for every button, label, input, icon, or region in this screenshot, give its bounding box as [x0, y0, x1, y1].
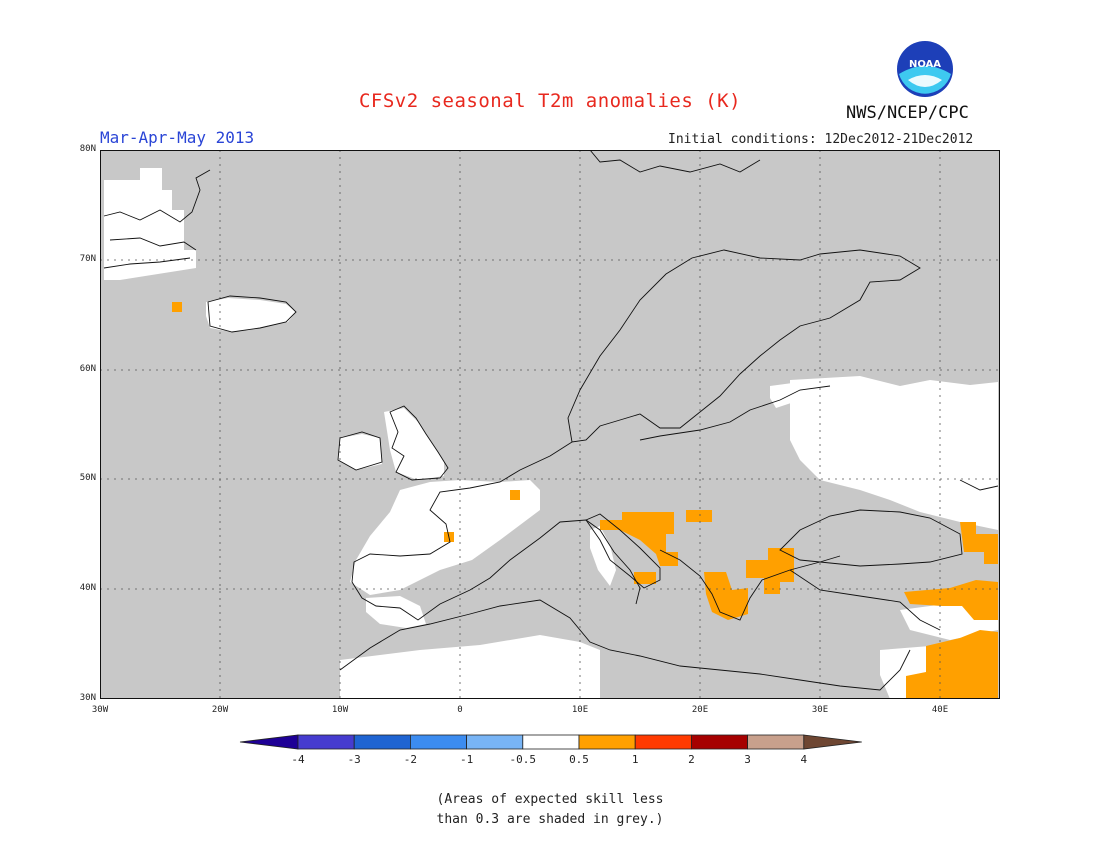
colorbar-tick-label: 3: [744, 753, 751, 766]
iceland-white: [206, 298, 296, 332]
greece-orange: [704, 572, 748, 620]
colorbar-tick-label: 4: [800, 753, 807, 766]
graticule: [100, 150, 1000, 699]
finland-east-white: [770, 382, 800, 408]
adriatic-orange: [634, 572, 656, 584]
noaa-logo: NOAA: [897, 41, 953, 97]
colorbar-tick-label: -4: [291, 753, 305, 766]
france-orange-1: [510, 490, 520, 500]
anomaly-map: [100, 150, 1000, 699]
season-label: Mar-Apr-May 2013: [100, 128, 255, 147]
colorbar-tick-label: 0.5: [569, 753, 589, 766]
lon-label-10e: 10E: [571, 705, 589, 715]
scandinavia-coast: [567, 249, 921, 443]
greenland-white: [104, 168, 196, 280]
colorbar-tick-label: -1: [460, 753, 473, 766]
iberia-south-white: [366, 596, 426, 628]
north-africa-white: [340, 635, 600, 699]
russia-white: [790, 376, 998, 530]
warm-anomaly-areas: [172, 302, 998, 699]
lon-label-40e: 40E: [931, 705, 949, 715]
britain-coast: [389, 405, 449, 481]
africa-coast: [339, 599, 911, 691]
italy-white: [590, 526, 616, 586]
arabia-orange: [906, 630, 998, 699]
logo-text: NOAA: [909, 59, 941, 70]
colorbar-tick-label: 1: [632, 753, 639, 766]
lat-label-60n: 60N: [79, 364, 96, 374]
lon-label-30e: 30E: [811, 705, 829, 715]
iceland-orange: [172, 302, 182, 312]
baltic-coast: [639, 385, 831, 441]
colorbar-swatch: [353, 734, 411, 750]
svalbard-coast: [589, 150, 761, 173]
colorbar-swatch: [466, 734, 524, 750]
colorbar-labels: -4 -3 -2 -1 -0.5 0.5 1 2 3 4: [291, 753, 807, 766]
europe-west-coast: [351, 441, 641, 621]
bulgaria-orange: [746, 548, 794, 594]
lon-label-30w: 30W: [91, 705, 109, 715]
near-east-orange: [904, 580, 998, 620]
ireland-coast: [337, 431, 383, 471]
hungary-orange: [686, 510, 712, 522]
lat-label-50n: 50N: [79, 473, 96, 483]
colorbar-tick-label: -2: [404, 753, 417, 766]
colorbar-swatch: [634, 734, 692, 750]
uk-white: [384, 408, 444, 480]
lon-label-20e: 20E: [691, 705, 709, 715]
lat-label-80n: 80N: [79, 144, 96, 154]
colorbar-tick-label: -3: [348, 753, 361, 766]
colorbar-tick-label: -0.5: [510, 753, 537, 766]
colorbar-swatch: [522, 734, 580, 750]
footnote-line-2: than 0.3 are shaded in grey.): [436, 812, 664, 827]
black-sea-coast: [779, 509, 963, 567]
caspian-coast: [959, 479, 999, 491]
initial-conditions-label: Initial conditions: 12Dec2012-21Dec2012: [668, 132, 974, 147]
balkans-coast: [659, 549, 841, 621]
iceland-coast: [207, 295, 297, 333]
colorbar-swatch: [297, 734, 355, 750]
colorbar-swatches: [239, 734, 862, 750]
colorbar-tick-label: 2: [688, 753, 695, 766]
italy-coast: [585, 513, 661, 589]
colorbar: -4 -3 -2 -1 -0.5 0.5 1 2 3 4: [239, 734, 862, 766]
lon-label-10w: 10W: [331, 705, 349, 715]
colorbar-swatch: [690, 734, 748, 750]
lat-label-40n: 40N: [79, 583, 96, 593]
greenland-coast: [103, 169, 211, 269]
lon-label-20w: 20W: [211, 705, 229, 715]
chart-title: CFSv2 seasonal T2m anomalies (K): [358, 90, 742, 112]
lat-label-30n: 30N: [79, 693, 96, 703]
caucasus-orange: [960, 522, 998, 564]
lat-label-70n: 70N: [79, 254, 96, 264]
colorbar-arrow-high: [803, 734, 862, 750]
colorbar-swatch: [747, 734, 805, 750]
lon-label-0: 0: [457, 705, 463, 715]
colorbar-swatch: [409, 734, 467, 750]
colorbar-swatch: [578, 734, 636, 750]
ireland-white: [338, 434, 382, 470]
colorbar-arrow-low: [239, 734, 299, 750]
agency-label: NWS/NCEP/CPC: [846, 103, 969, 123]
balkans-orange: [600, 512, 678, 566]
turkey-coast: [789, 569, 941, 631]
coastlines: [103, 150, 999, 691]
footnote-line-1: (Areas of expected skill less: [436, 792, 664, 807]
